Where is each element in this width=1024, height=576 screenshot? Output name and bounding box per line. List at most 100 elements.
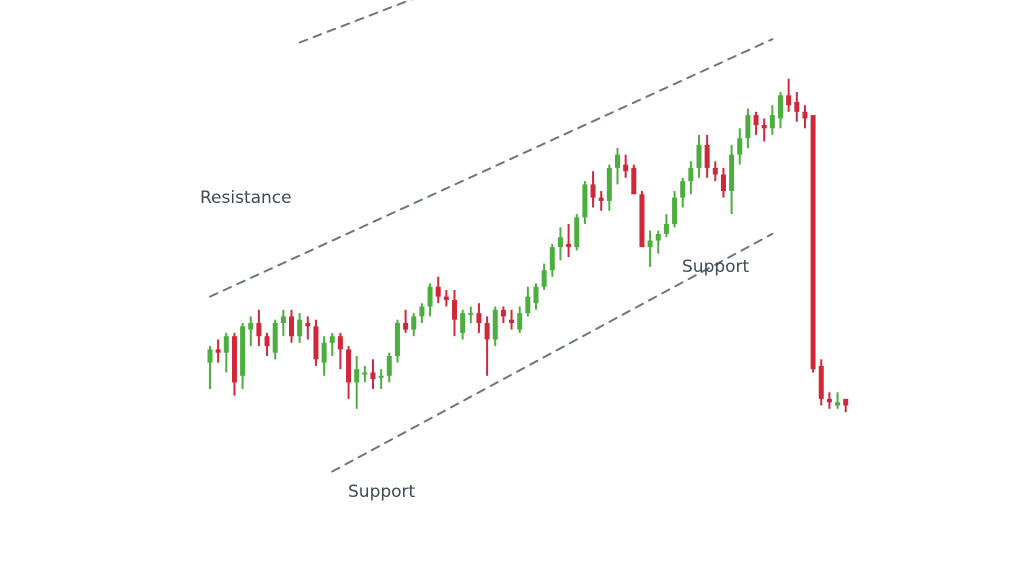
candle-0 <box>207 346 213 389</box>
candle-body-up <box>615 154 620 168</box>
candle-17 <box>346 346 352 399</box>
candle-41 <box>541 263 547 290</box>
candle-65 <box>737 128 743 165</box>
candle-64 <box>729 144 735 215</box>
candle-51 <box>623 154 629 178</box>
candle-body-up <box>655 233 661 241</box>
candle-10 <box>289 309 294 343</box>
candle-12 <box>305 316 311 340</box>
candle-body-up <box>460 313 466 333</box>
candle-body-up <box>680 181 686 198</box>
annotation-layer: Resistance Support Support <box>200 188 750 502</box>
candle-15 <box>329 332 335 356</box>
candle-body-up <box>419 306 425 317</box>
candle-37 <box>509 309 515 330</box>
candle-57 <box>672 191 678 228</box>
candle-body-down <box>215 349 221 353</box>
candle-26 <box>419 303 425 323</box>
candle-body-up <box>737 138 743 155</box>
candle-14 <box>321 336 327 376</box>
candle-body-up <box>427 286 433 307</box>
candle-46 <box>582 181 588 224</box>
candle-body-down <box>346 349 352 383</box>
candle-58 <box>680 177 686 208</box>
candle-54 <box>647 230 653 267</box>
trendline-0 <box>209 38 774 298</box>
candle-43 <box>557 227 563 261</box>
candle-body-down <box>256 323 262 337</box>
candle-33 <box>476 303 482 333</box>
candle-body-down <box>566 243 572 248</box>
candle-body-up <box>769 115 775 129</box>
candle-body-up <box>321 342 327 363</box>
candle-body-up <box>378 375 384 378</box>
candle-body-up <box>574 217 580 248</box>
candle-body-down <box>370 372 376 380</box>
candle-body-up <box>240 326 246 376</box>
candle-36 <box>500 306 506 323</box>
candle-67 <box>753 111 759 135</box>
candle-28 <box>435 276 441 304</box>
candle-60 <box>696 134 702 178</box>
candle-52 <box>631 164 637 195</box>
candle-body-up <box>468 313 474 316</box>
candle-9 <box>280 309 286 337</box>
candle-35 <box>492 306 498 347</box>
candle-76 <box>826 392 832 409</box>
candle-body-up <box>745 115 751 139</box>
support-label-bottom: Support <box>348 482 416 502</box>
candle-69 <box>769 105 775 135</box>
candle-layer <box>207 78 849 413</box>
candle-body-down <box>598 197 604 201</box>
candle-body-up <box>354 369 360 383</box>
candle-body-up <box>696 144 702 168</box>
candle-45 <box>574 214 580 251</box>
support-label-right: Support <box>682 257 750 277</box>
candle-31 <box>460 309 466 340</box>
candle-body-down <box>500 309 506 317</box>
candle-body-up <box>688 167 694 182</box>
candle-body-up <box>272 323 278 353</box>
candle-body-down <box>631 167 637 195</box>
candle-23 <box>394 319 400 363</box>
candle-62 <box>712 161 718 182</box>
candle-body-down <box>484 323 490 340</box>
candle-71 <box>786 78 792 112</box>
candle-body-down <box>786 95 792 106</box>
candle-61 <box>704 134 710 178</box>
candle-body-down <box>761 125 767 129</box>
candle-body-up <box>297 319 303 337</box>
candle-27 <box>427 283 433 317</box>
candle-68 <box>761 118 767 142</box>
candle-body-up <box>394 323 400 356</box>
candle-body-down <box>712 167 718 175</box>
candle-48 <box>598 191 604 211</box>
candle-body-up <box>411 316 417 330</box>
candle-16 <box>337 332 343 370</box>
candle-body-down <box>704 144 710 168</box>
candle-24 <box>403 309 409 333</box>
candle-66 <box>745 108 751 149</box>
candle-29 <box>443 290 449 307</box>
candle-body-up <box>280 316 286 323</box>
candle-1 <box>215 339 221 363</box>
candle-72 <box>794 92 800 122</box>
candle-body-up <box>525 296 531 314</box>
candle-44 <box>566 224 572 257</box>
candle-body-down <box>843 398 849 406</box>
candle-body-down <box>818 365 824 399</box>
candle-49 <box>606 164 612 211</box>
candle-body-up <box>647 240 653 248</box>
candle-body-down <box>810 115 816 370</box>
candle-42 <box>549 243 555 277</box>
candle-body-down <box>590 184 596 198</box>
candle-2 <box>223 332 229 373</box>
candle-39 <box>525 286 531 317</box>
candle-body-down <box>305 323 311 327</box>
candle-body-up <box>729 154 735 191</box>
candle-body-up <box>663 224 669 234</box>
candle-6 <box>256 309 262 347</box>
candle-20 <box>370 359 376 389</box>
candle-body-down <box>509 319 515 323</box>
